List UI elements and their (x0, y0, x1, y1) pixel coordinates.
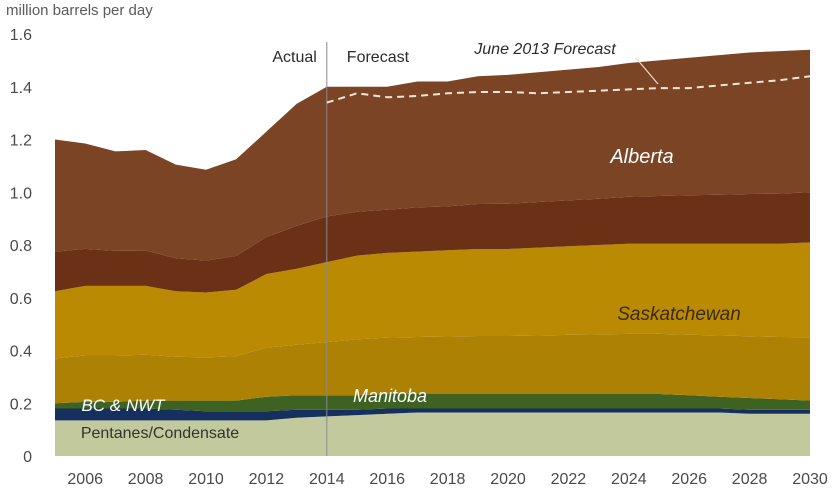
y-tick-label: 0.8 (10, 238, 32, 255)
x-tick-label: 2018 (430, 471, 466, 488)
x-tick-label: 2012 (249, 471, 285, 488)
area-bc-nwt (55, 408, 810, 421)
y-tick-label: 1.2 (10, 133, 32, 150)
forecast-label-leader (635, 57, 659, 85)
area-saskatchewan-lower (55, 333, 810, 404)
area-saskatchewan-upper (55, 242, 810, 359)
area-alberta-upper (55, 49, 810, 261)
x-tick-label: 2030 (792, 471, 828, 488)
june-2013-forecast-label: June 2013 Forecast (473, 41, 616, 58)
y-tick-label: 1.0 (10, 185, 32, 202)
y-tick-label: 0.4 (10, 344, 32, 361)
x-tick-label: 2028 (732, 471, 768, 488)
area-pentanes-condensate (55, 412, 810, 456)
x-tick-label: 2008 (128, 471, 164, 488)
x-tick-label: 2026 (671, 471, 707, 488)
x-tick-label: 2006 (67, 471, 103, 488)
series-label-manitoba: Manitoba (353, 386, 427, 406)
series-label-alberta: Alberta (609, 146, 673, 168)
x-tick-label: 2010 (188, 471, 224, 488)
forecast-label: Forecast (347, 49, 410, 66)
actual-label: Actual (272, 49, 316, 66)
june-2013-forecast-line (326, 75, 811, 104)
y-axis-label: million barrels per day (6, 2, 153, 19)
x-tick-label: 2022 (551, 471, 587, 488)
x-tick-label: 2020 (490, 471, 526, 488)
x-tick-label: 2016 (369, 471, 405, 488)
x-tick-label: 2024 (611, 471, 647, 488)
area-alberta-lower (55, 192, 810, 293)
series-label-saskatchewan: Saskatchewan (617, 304, 741, 325)
x-tick-label: 2014 (309, 471, 345, 488)
y-tick-label: 1.4 (10, 80, 32, 97)
chart-overlay: Actual Forecast June 2013 Forecast Pentanes… (81, 41, 811, 456)
chart-axes: 0 0.2 0.4 0.6 0.8 1.0 1.2 1.4 1.6 2006 2008 2010 201… (10, 27, 828, 488)
y-tick-label: 1.6 (10, 27, 32, 44)
y-tick-label: 0.6 (10, 291, 32, 308)
area-manitoba (55, 394, 810, 412)
y-tick-label: 0 (23, 449, 32, 466)
series-label-pentanes-condensate: Pentanes/Condensate (81, 425, 239, 442)
series-label-bc-nwt: BC & NWT (81, 396, 166, 415)
area-layers (55, 49, 810, 456)
y-tick-label: 0.2 (10, 396, 32, 413)
